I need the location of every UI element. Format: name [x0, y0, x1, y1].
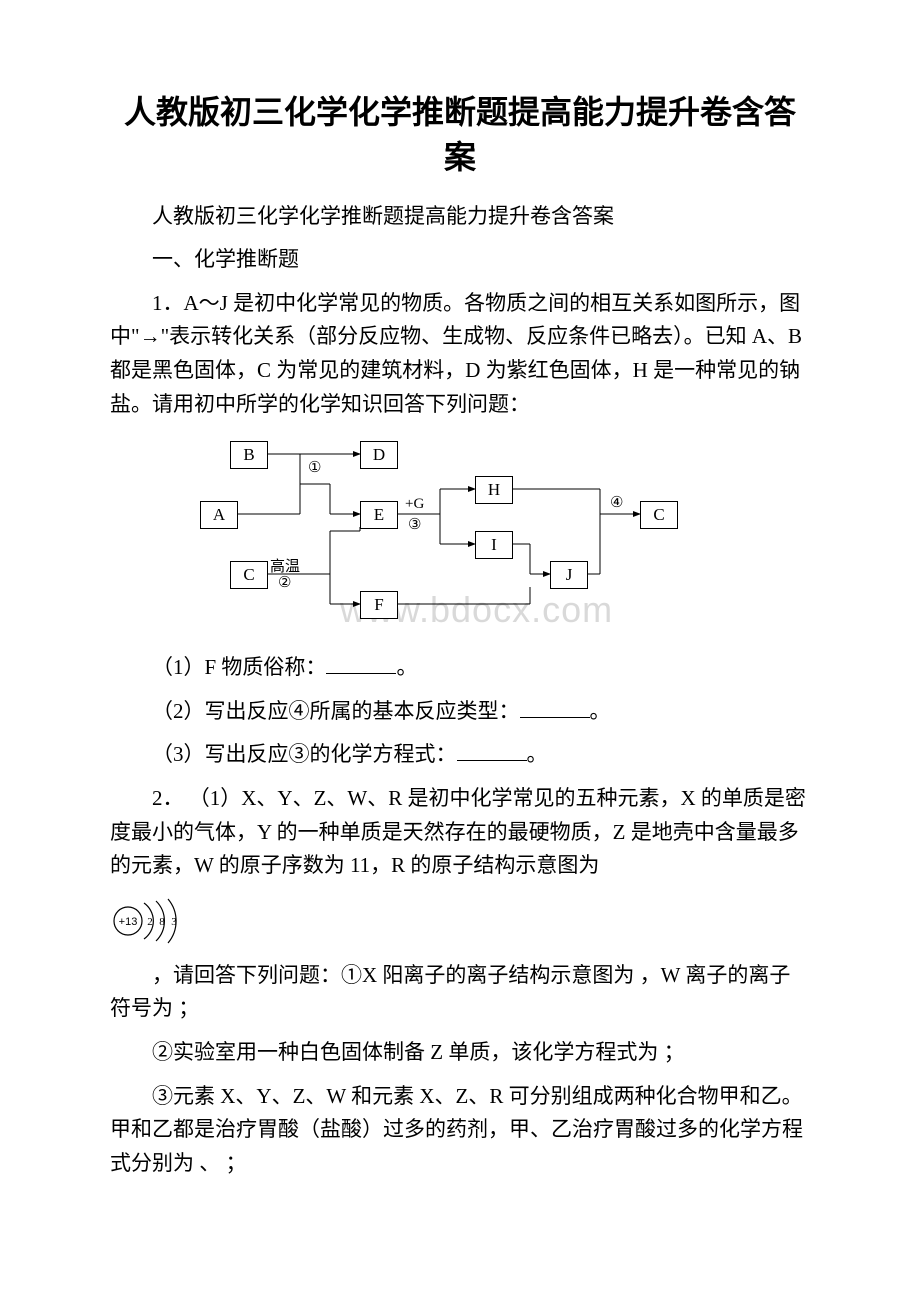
subtitle: 人教版初三化学化学推断题提高能力提升卷含答案	[110, 200, 810, 234]
q1-part3: （3）写出反应③的化学方程式： 。	[110, 738, 810, 772]
node-c2: C	[640, 501, 678, 529]
label-circ3: ③	[408, 515, 421, 534]
page-title: 人教版初三化学化学推断题提高能力提升卷含答案	[110, 90, 810, 180]
diagram-arrows	[200, 431, 700, 641]
label-circ2: ②	[278, 573, 291, 592]
q1-p2-prefix: （2）写出反应④所属的基本反应类型：	[152, 699, 520, 723]
node-b: B	[230, 441, 268, 469]
q1-stem: 1．A～J 是初中化学常见的物质。各物质之间的相互关系如图所示，图中"→"表示转…	[110, 287, 810, 421]
q2-stem: 2． （1）X、Y、Z、W、R 是初中化学常见的五种元素，X 的单质是密度最小的…	[110, 782, 810, 883]
node-j: J	[550, 561, 588, 589]
atom-shell-1: 2	[147, 916, 153, 928]
atom-nucleus: +13	[119, 916, 138, 928]
q1-part1: （1）F 物质俗称： 。	[110, 651, 810, 685]
q2-after-atom: ，请回答下列问题：①X 阳离子的离子结构示意图为 ，W 离子的离子符号为 ；	[110, 959, 810, 1026]
blank-fill[interactable]	[326, 652, 396, 674]
q1-diagram: www.bdocx.com B A C D E F H I J C ① 高温 ②…	[200, 431, 700, 641]
node-a: A	[200, 501, 238, 529]
node-f: F	[360, 591, 398, 619]
label-plusg: +G	[405, 496, 424, 513]
blank-fill[interactable]	[457, 739, 527, 761]
label-circ4: ④	[610, 493, 623, 512]
q1-part2: （2）写出反应④所属的基本反应类型： 。	[110, 695, 810, 729]
node-i: I	[475, 531, 513, 559]
section-heading: 一、化学推断题	[110, 243, 810, 277]
label-circ1: ①	[308, 458, 321, 477]
q2-part2: ②实验室用一种白色固体制备 Z 单质，该化学方程式为 ；	[110, 1036, 810, 1070]
node-d: D	[360, 441, 398, 469]
q1-p3-suffix: 。	[527, 742, 548, 766]
node-c: C	[230, 561, 268, 589]
q2-part3: ③元素 X、Y、Z、W 和元素 X、Z、R 可分别组成两种化合物甲和乙。甲和乙都…	[110, 1080, 810, 1181]
node-e: E	[360, 501, 398, 529]
atom-shell-3: 3	[171, 916, 177, 928]
atom-structure-icon: +13 2 8 3	[110, 893, 190, 949]
atom-shell-2: 8	[159, 916, 165, 928]
q1-p2-suffix: 。	[590, 699, 611, 723]
q1-p1-suffix: 。	[396, 655, 417, 679]
q1-p1-prefix: （1）F 物质俗称：	[152, 655, 326, 679]
blank-fill[interactable]	[520, 696, 590, 718]
q1-p3-prefix: （3）写出反应③的化学方程式：	[152, 742, 457, 766]
node-h: H	[475, 476, 513, 504]
